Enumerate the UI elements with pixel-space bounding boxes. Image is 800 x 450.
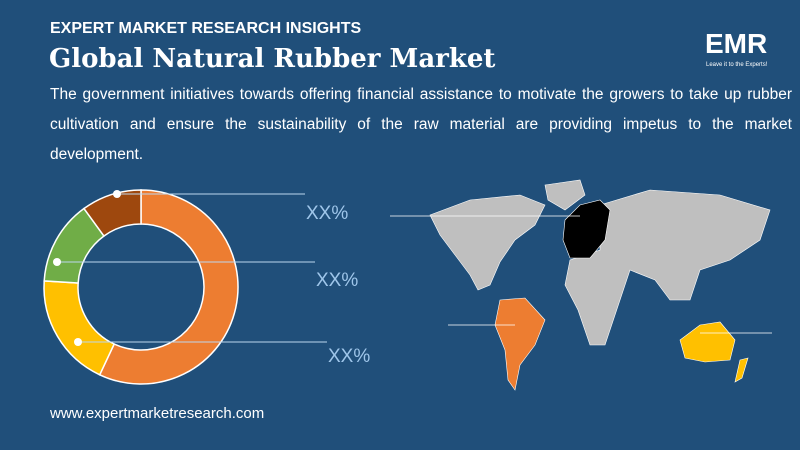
world-map [429, 179, 771, 391]
kicker: EXPERT MARKET RESEARCH INSIGHTS [50, 20, 362, 37]
website-url[interactable]: www.expertmarketresearch.com [50, 405, 265, 422]
donut-segment-2 [43, 280, 116, 376]
callout-label-1: XX% [306, 203, 349, 224]
donut-segment-1 [98, 189, 239, 385]
callout-dot-2 [53, 258, 61, 266]
map-asia-africa [564, 189, 771, 346]
page-title: Global Natural Rubber Market [49, 44, 496, 74]
description: The government initiatives towards offer… [50, 86, 792, 163]
logo-tagline: Leave it to the Experts! [706, 62, 768, 68]
donut-chart [43, 189, 239, 385]
map-north-america [429, 194, 546, 291]
donut-segment-4 [82, 189, 142, 238]
logo-text: EMR [705, 28, 768, 59]
callout-dot-1 [113, 190, 121, 198]
map-new-zealand [734, 357, 749, 383]
callout-label-2: XX% [316, 270, 359, 291]
map-australia [679, 321, 736, 363]
callout-label-3: XX% [328, 346, 371, 367]
emr-logo: EMR Leave it to the Experts! [700, 20, 780, 75]
map-europe [562, 199, 611, 259]
map-callout-lines [390, 215, 772, 334]
callout-dot-3 [74, 338, 82, 346]
donut-callout-lines [57, 193, 327, 343]
map-south-america [494, 297, 546, 391]
map-greenland [544, 179, 586, 211]
